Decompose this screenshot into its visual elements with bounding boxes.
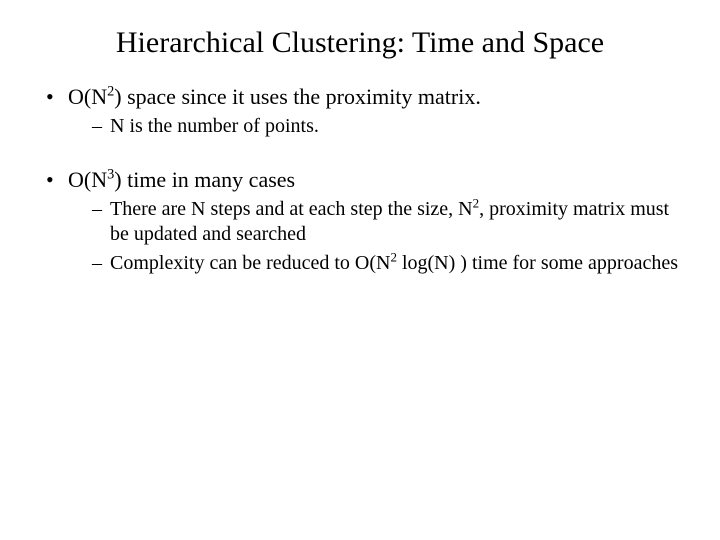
text-fragment: ) space since it uses the proximity matr… (114, 84, 481, 109)
bullet-text: O(N3) time in many cases (68, 167, 295, 192)
sub-bullet-text: Complexity can be reduced to O(N2 log(N)… (110, 252, 678, 274)
bullet-item: O(N2) space since it uses the proximity … (46, 84, 690, 139)
text-fragment: There are N steps and at each step the s… (110, 198, 473, 220)
text-fragment: ) time in many cases (114, 167, 295, 192)
sub-bullet-item: There are N steps and at each step the s… (92, 197, 690, 247)
sub-bullet-item: N is the number of points. (92, 114, 690, 139)
slide: Hierarchical Clustering: Time and Space … (0, 0, 720, 540)
text-fragment: O(N (68, 84, 107, 109)
text-fragment: O(N (68, 167, 107, 192)
sub-bullet-text: N is the number of points. (110, 115, 319, 137)
text-fragment: log(N) ) time for some approaches (397, 252, 678, 274)
sub-bullet-item: Complexity can be reduced to O(N2 log(N)… (92, 251, 690, 276)
slide-title: Hierarchical Clustering: Time and Space (30, 26, 690, 60)
bullet-list: O(N2) space since it uses the proximity … (30, 84, 690, 276)
sub-bullet-list: N is the number of points. (68, 114, 690, 139)
sub-bullet-text: There are N steps and at each step the s… (110, 198, 669, 245)
bullet-text: O(N2) space since it uses the proximity … (68, 84, 481, 109)
text-fragment: Complexity can be reduced to O(N (110, 252, 390, 274)
sub-bullet-list: There are N steps and at each step the s… (68, 197, 690, 276)
bullet-item: O(N3) time in many cases There are N ste… (46, 167, 690, 276)
